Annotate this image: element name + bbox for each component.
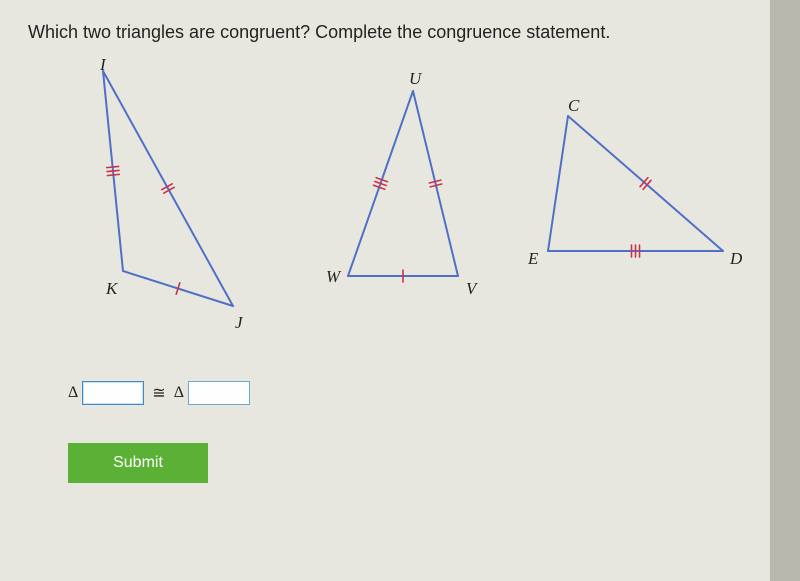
vertex-label-W: W [326, 267, 340, 287]
left-triangle-input[interactable] [82, 381, 144, 405]
congruent-symbol: ≅ [152, 383, 165, 403]
triangle-diagram: IKJUWVCED [28, 61, 748, 341]
vertex-label-D: D [730, 249, 742, 269]
submit-button-label: Submit [113, 454, 163, 472]
vertex-label-U: U [409, 69, 421, 89]
vertex-label-K: K [106, 279, 117, 299]
vertex-label-E: E [528, 249, 538, 269]
delta-symbol-2: Δ [174, 384, 184, 402]
vertex-label-C: C [568, 96, 579, 116]
right-triangle-input[interactable] [188, 381, 250, 405]
question-text: Which two triangles are congruent? Compl… [28, 22, 742, 43]
worksheet-page: Which two triangles are congruent? Compl… [0, 0, 770, 581]
congruence-statement: Δ ≅ Δ [68, 381, 742, 405]
delta-symbol-1: Δ [68, 384, 78, 402]
triangles-svg [28, 61, 748, 341]
vertex-label-J: J [235, 313, 243, 333]
submit-button[interactable]: Submit [68, 443, 208, 483]
vertex-label-V: V [466, 279, 476, 299]
vertex-label-I: I [100, 55, 106, 75]
